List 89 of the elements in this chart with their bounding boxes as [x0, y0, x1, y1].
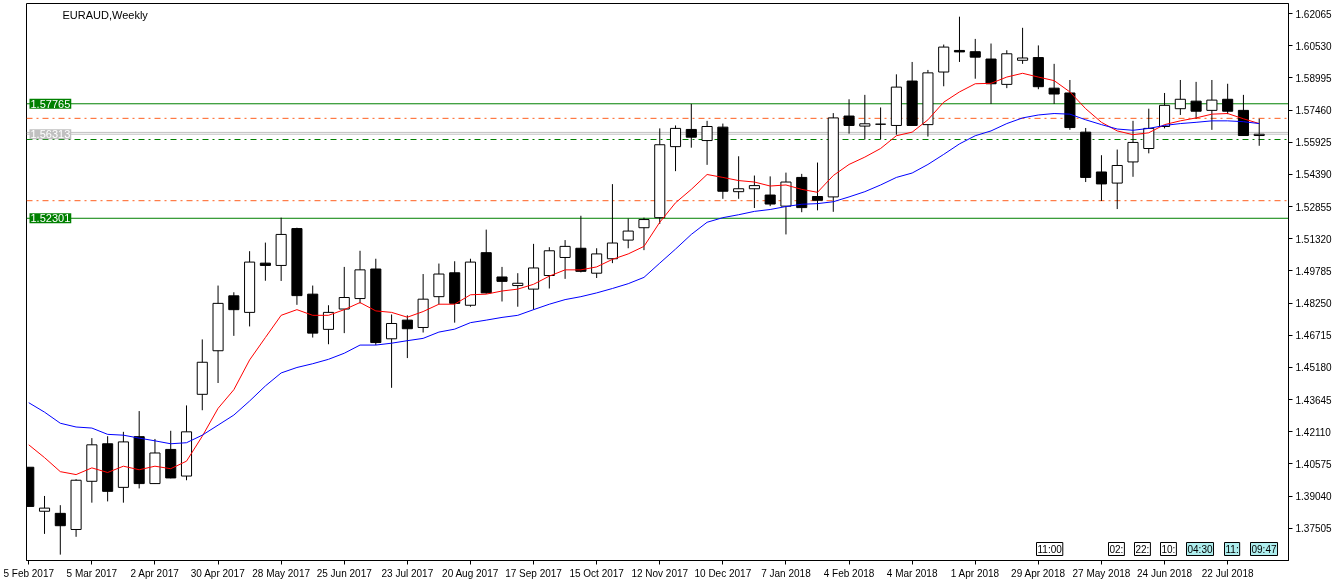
y-tick-label: 1.62065: [1295, 8, 1333, 20]
candlestick: [969, 38, 981, 80]
y-tick-label: 1.43645: [1295, 394, 1333, 406]
y-tick-label: 1.60530: [1295, 40, 1333, 52]
candlestick: [496, 266, 508, 302]
x-tick-label: 15 Oct 2017: [569, 567, 625, 579]
y-tick-label: 1.42110: [1295, 426, 1332, 438]
candlestick: [228, 291, 240, 337]
candlestick: [843, 98, 855, 135]
annotation: 11:: [1225, 543, 1239, 555]
candlestick: [1111, 149, 1123, 210]
y-tick-label: 1.55925: [1295, 137, 1333, 149]
annotation: 02:: [1109, 543, 1124, 555]
y-tick-label: 1.57460: [1295, 105, 1333, 117]
y-tick-label: 1.49785: [1295, 266, 1333, 277]
annotation: 04:30: [1187, 543, 1213, 555]
ref-line-label: 1.52301: [30, 212, 71, 225]
candlestick: [1222, 83, 1234, 115]
candlestick: [386, 313, 398, 389]
candlestick: [591, 247, 603, 279]
x-tick-label: 4 Mar 2018: [886, 567, 938, 579]
candlestick: [559, 239, 571, 280]
x-tick-label: 10 Dec 2017: [694, 567, 752, 579]
candlestick: [1174, 79, 1186, 116]
text: EURAUD,Weekly: [62, 8, 149, 21]
y-tick-label: 1.37505: [1295, 523, 1333, 535]
x-tick-label: 25 Jun 2017: [316, 567, 373, 579]
y-tick-label: 1.45180: [1295, 362, 1333, 374]
ref-line-label: 1.57765: [30, 97, 71, 110]
y-tick-label: 1.54390: [1295, 169, 1333, 181]
x-tick-label: 23 Jul 2017: [381, 567, 434, 579]
candlestick: [953, 16, 966, 63]
candlestick: [1253, 118, 1265, 147]
annotation: 22:: [1135, 543, 1150, 555]
annotation: 10:: [1161, 543, 1176, 555]
x-tick-label: 20 Aug 2017: [442, 567, 499, 579]
candlestick: [401, 314, 413, 359]
candlestick: [1127, 120, 1139, 178]
x-tick-label: 30 Apr 2017: [190, 567, 246, 579]
candlestick: [733, 155, 745, 200]
candlestick: [338, 266, 350, 334]
annotation: 09:47: [1251, 543, 1277, 555]
candlestick: [606, 183, 618, 264]
candlestick: [1095, 154, 1107, 202]
candlestick: [669, 124, 682, 172]
candlestick: [433, 263, 445, 305]
y-tick-label: 1.40575: [1295, 459, 1333, 470]
candlestick: [1190, 81, 1202, 120]
y-tick-label: 1.52855: [1295, 201, 1333, 213]
x-tick-label: 2 Apr 2017: [130, 567, 180, 579]
candlestick: [859, 94, 871, 140]
candlestick: [528, 243, 540, 311]
x-tick-label: 12 Nov 2017: [631, 567, 689, 579]
annotation: 11:00: [1037, 543, 1063, 555]
candlestick: [259, 242, 271, 282]
candlestick: [638, 217, 650, 251]
y-tick-label: 1.46715: [1295, 330, 1333, 342]
candlestick: [1206, 79, 1218, 131]
candlestick: [54, 504, 66, 556]
candlestick: [38, 495, 51, 535]
x-tick-label: 7 Jan 2018: [761, 567, 812, 579]
x-tick-label: 22 Jul 2018: [1201, 567, 1254, 579]
candlestick: [512, 272, 524, 308]
candlestick: [875, 106, 887, 140]
x-tick-label: 5 Mar 2017: [66, 567, 118, 579]
candlestick: [811, 162, 824, 211]
ref-line-label: 1.56313: [30, 128, 71, 141]
x-tick-label: 17 Sep 2017: [505, 567, 563, 579]
candlestick: [622, 218, 634, 249]
y-tick-label: 1.51320: [1295, 233, 1333, 245]
candlestick: [1017, 27, 1029, 65]
x-tick-label: 27 May 2018: [1072, 567, 1131, 579]
candlestick: [748, 175, 760, 209]
candlestick: [1048, 63, 1060, 105]
x-tick-label: 4 Feb 2018: [823, 567, 875, 579]
candlestick: [575, 215, 587, 273]
x-tick-label: 28 May 2017: [252, 567, 311, 579]
x-tick-label: 1 Apr 2018: [950, 567, 1000, 579]
candlestick: [764, 175, 776, 207]
x-tick-label: 5 Feb 2017: [3, 567, 55, 579]
candlestick: [322, 304, 335, 345]
y-tick-label: 1.48250: [1295, 298, 1333, 310]
line-series: [28, 72, 1260, 476]
y-tick-label: 1.58995: [1295, 73, 1333, 84]
y-tick-label: 1.39040: [1295, 491, 1333, 503]
candlestick: [701, 120, 713, 166]
x-tick-label: 29 Apr 2018: [1011, 567, 1066, 579]
candlestick: [685, 103, 697, 149]
x-tick-label: 24 Jun 2018: [1137, 567, 1193, 579]
